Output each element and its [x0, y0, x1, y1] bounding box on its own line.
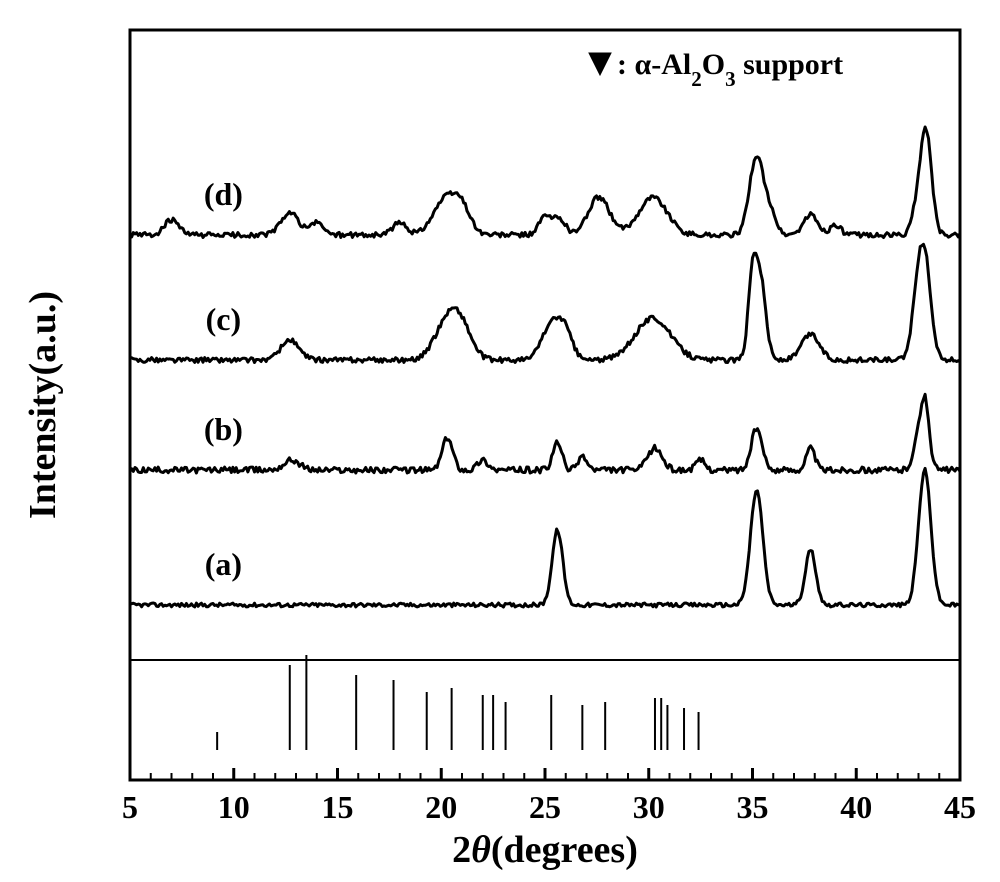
- x-tick-label: 15: [322, 789, 354, 825]
- x-tick-label: 10: [218, 789, 250, 825]
- trace-label-b: (b): [204, 411, 243, 447]
- trace-label-c: (c): [206, 301, 242, 337]
- x-axis-label: 2θ(degrees): [452, 829, 638, 871]
- x-tick-label: 5: [122, 789, 138, 825]
- x-tick-label: 45: [944, 789, 976, 825]
- x-tick-label: 20: [425, 789, 457, 825]
- x-tick-label: 40: [840, 789, 872, 825]
- x-tick-label: 30: [633, 789, 665, 825]
- trace-label-d: (d): [204, 176, 243, 212]
- x-tick-label: 25: [529, 789, 561, 825]
- x-tick-label: 35: [737, 789, 769, 825]
- y-axis-label: Intensity(a.u.): [22, 291, 64, 519]
- xrd-chart: 5 10 15 20 25 30 35 40 45 2θ(degrees) Intensity(a.…: [0, 0, 1000, 882]
- trace-label-a: (a): [205, 546, 242, 582]
